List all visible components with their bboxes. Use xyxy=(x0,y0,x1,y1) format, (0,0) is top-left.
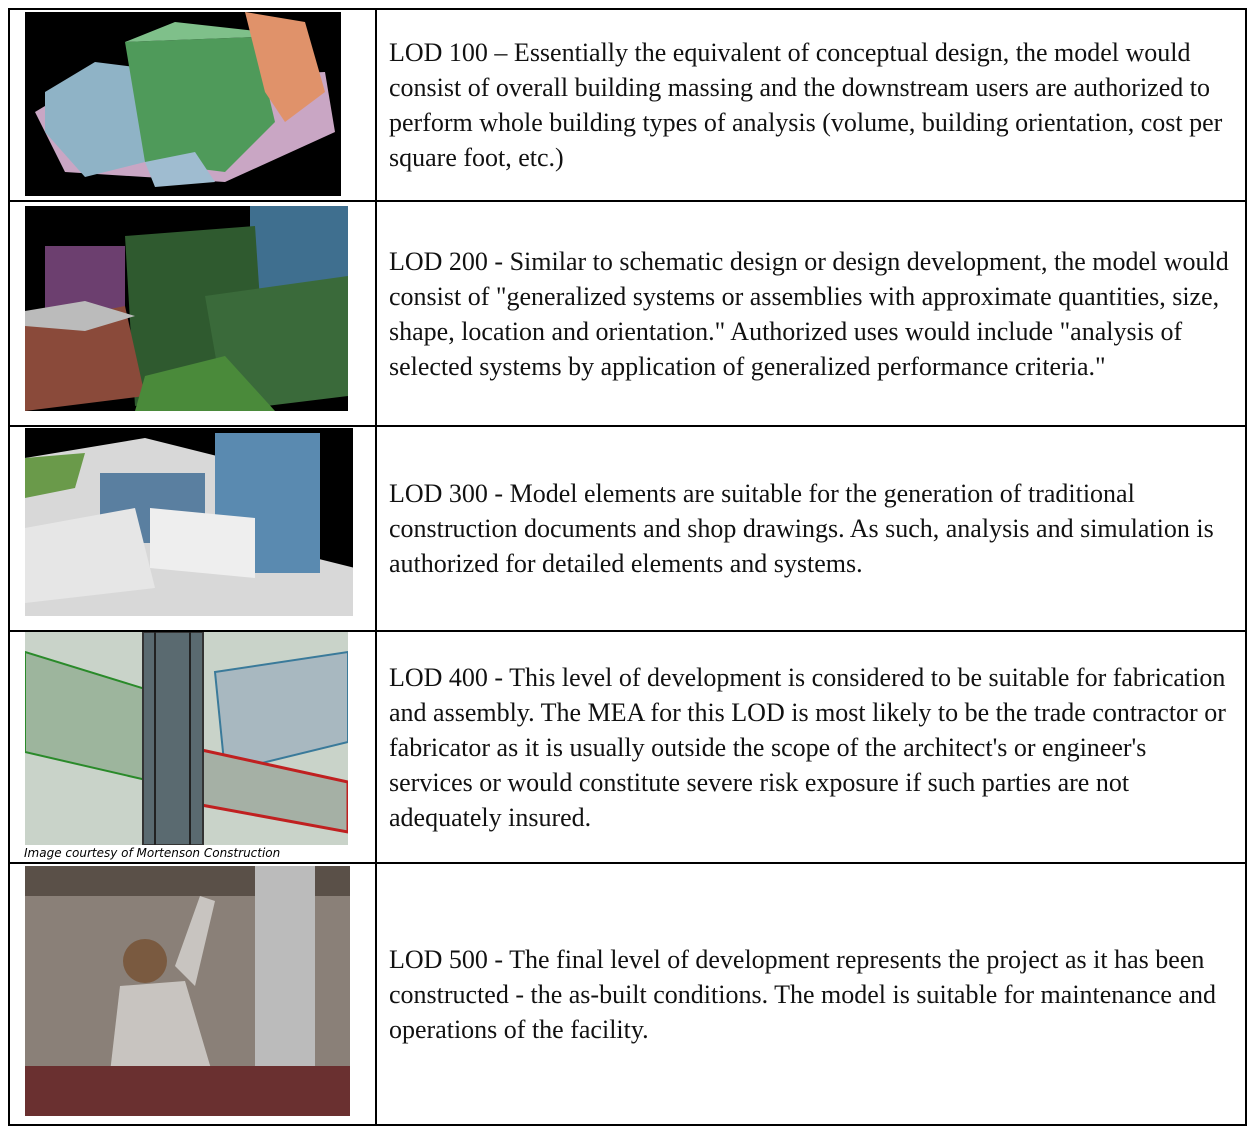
image-cell xyxy=(10,427,377,630)
image-cell xyxy=(10,202,377,425)
image-cell xyxy=(10,864,377,1124)
row-description: LOD 400 - This level of development is c… xyxy=(377,632,1247,862)
detailed-model-image xyxy=(25,428,353,616)
massing-model-image xyxy=(25,12,341,196)
table-row: LOD 500 - The final level of development… xyxy=(10,864,1247,1126)
row-description: LOD 500 - The final level of development… xyxy=(377,864,1247,1124)
table-row: LOD 100 – Essentially the equivalent of … xyxy=(10,10,1247,202)
image-caption: Image courtesy of Mortenson Construction xyxy=(24,846,281,860)
fabrication-model-image xyxy=(25,632,348,845)
table-row: LOD 200 - Similar to schematic design or… xyxy=(10,202,1247,427)
lod-table: LOD 100 – Essentially the equivalent of … xyxy=(8,8,1247,1126)
as-built-photo xyxy=(25,866,350,1116)
schematic-model-image xyxy=(25,206,348,411)
row-description: LOD 300 - Model elements are suitable fo… xyxy=(377,427,1247,630)
row-description: LOD 200 - Similar to schematic design or… xyxy=(377,202,1247,425)
table-row: LOD 300 - Model elements are suitable fo… xyxy=(10,427,1247,632)
image-cell: Image courtesy of Mortenson Construction xyxy=(10,632,377,862)
table-row: Image courtesy of Mortenson Construction… xyxy=(10,632,1247,864)
image-cell xyxy=(10,10,377,200)
row-description: LOD 100 – Essentially the equivalent of … xyxy=(377,10,1247,200)
